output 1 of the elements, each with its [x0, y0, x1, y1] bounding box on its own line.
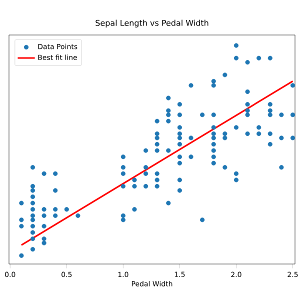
chart-title: Sepal Length vs Pedal Width [96, 20, 208, 28]
